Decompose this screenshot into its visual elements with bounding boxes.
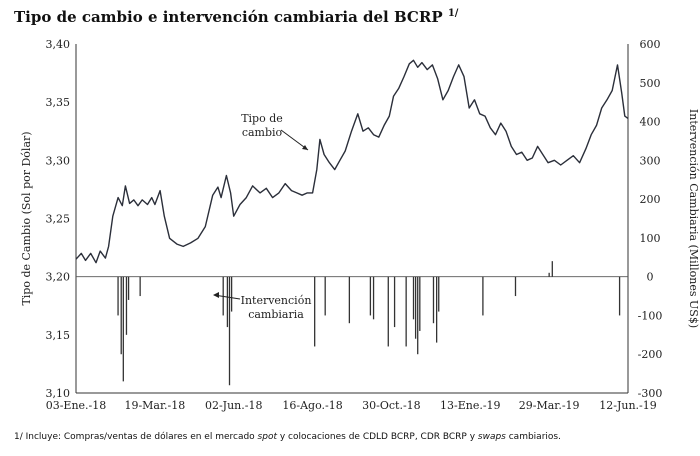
x-tick-label: 29-Mar.-19: [519, 399, 580, 412]
y-left-tick-label: 3,30: [46, 154, 71, 167]
annotation-arrowhead: [213, 292, 219, 298]
y-left-tick-label: 3,25: [46, 213, 71, 226]
chart-title: Tipo de cambio e intervención cambiaria …: [14, 8, 459, 26]
x-tick-label: 12-Jun.-19: [599, 399, 657, 412]
annotation-tipo-de-cambio: Tipo de cambio: [241, 112, 283, 139]
exchange-rate-series-line: [75, 59, 629, 264]
y-right-tick-label: 100: [640, 232, 661, 245]
x-tick-label: 13-Ene.-19: [440, 399, 501, 412]
y-right-tick-label: 200: [640, 193, 661, 206]
y-right-tick-label: 400: [640, 116, 661, 129]
x-tick-label: 19-Mar.-18: [124, 399, 185, 412]
y-right-tick-label: 500: [640, 77, 661, 90]
annotation-arrow: [280, 129, 309, 151]
exchange-rate-line: [75, 59, 629, 264]
y-right-tick-label: 600: [640, 38, 661, 51]
y-left-axis-label: Tipo de Cambio (Sol por Dólar): [20, 131, 33, 305]
y-left-tick-label: 3,15: [46, 329, 71, 342]
footnote: 1/ Incluye: Compras/ventas de dólares en…: [14, 432, 561, 442]
annotations: Tipo de cambio Intervención cambiaria: [213, 112, 311, 321]
x-tick-label: 16-Ago.-18: [282, 399, 342, 412]
y-right-tick-label: -200: [638, 348, 663, 361]
y-right-tick-label: 300: [640, 154, 661, 167]
annotation-arrowhead: [302, 145, 308, 150]
intervention-bars: [117, 261, 621, 386]
y-left-tick-label: 3,35: [46, 96, 71, 109]
y-left-tick-label: 3,20: [46, 271, 71, 284]
y-right-tick-label: -100: [638, 309, 663, 322]
title-footnote-ref: 1/: [447, 8, 459, 19]
x-tick-label: 03-Ene.-18: [46, 399, 107, 412]
y-left-tick-label: 3,10: [46, 387, 71, 400]
axes: 3,10 3,15 3,20 3,25 3,30 3,35 3,40 -300 -200 -100…: [20, 38, 700, 412]
y-left-tick-label: 3,40: [46, 38, 71, 51]
y-right-tick-label: -300: [638, 387, 663, 400]
y-right-axis-label: Intervención Cambiaria (Millones US$): [687, 109, 700, 328]
x-tick-label: 02-Jun.-18: [205, 399, 263, 412]
annotation-intervencion: Intervención cambiaria: [241, 294, 312, 321]
y-right-tick-label: 0: [647, 271, 654, 284]
x-tick-label: 30-Oct.-18: [362, 399, 421, 412]
